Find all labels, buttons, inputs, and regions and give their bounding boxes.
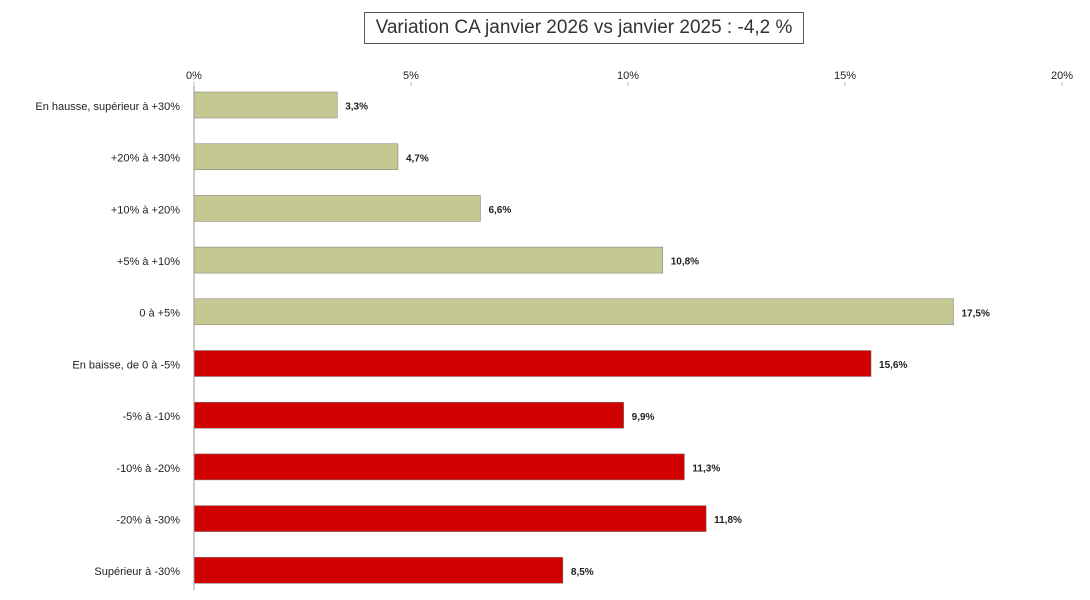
bar <box>193 557 564 584</box>
value-label: 11,3% <box>692 464 720 475</box>
y-tick-label: En hausse, supérieur à +30% <box>35 101 180 113</box>
y-tick-label: Supérieur à -30% <box>94 566 180 578</box>
value-label: 10,8% <box>671 257 699 268</box>
x-tick-label: 15% <box>834 70 856 82</box>
y-tick-label: +20% à +30% <box>111 153 180 165</box>
y-tick-label: 0 à +5% <box>139 308 180 320</box>
y-tick-label: En baisse, de 0 à -5% <box>72 359 180 371</box>
bar <box>193 401 624 429</box>
bar <box>193 350 872 377</box>
y-tick-label: +10% à +20% <box>111 204 180 216</box>
value-label: 4,7% <box>406 153 429 164</box>
value-label: 8,5% <box>571 567 594 578</box>
chart-title: Variation CA janvier 2026 vs janvier 202… <box>364 12 804 44</box>
value-label: 6,6% <box>488 205 511 216</box>
x-tick-label: 5% <box>403 70 419 82</box>
bar <box>193 246 663 274</box>
value-label: 3,3% <box>345 102 368 113</box>
x-tick-label: 0% <box>186 70 202 82</box>
value-label: 9,9% <box>632 412 655 423</box>
y-tick-label: +5% à +10% <box>117 256 180 268</box>
bar <box>193 298 954 326</box>
bar <box>193 143 399 170</box>
x-tick-label: 20% <box>1051 70 1073 82</box>
bar <box>193 91 338 119</box>
x-tick-label: 10% <box>617 70 639 82</box>
bar <box>193 195 481 222</box>
y-tick-label: -5% à -10% <box>123 411 181 423</box>
value-label: 11,8% <box>714 515 742 526</box>
value-label: 15,6% <box>879 360 907 371</box>
bar <box>193 453 685 481</box>
y-tick-label: -10% à -20% <box>116 463 180 475</box>
value-label: 17,5% <box>962 308 990 319</box>
y-tick-label: -20% à -30% <box>116 515 180 527</box>
bar <box>193 505 707 532</box>
